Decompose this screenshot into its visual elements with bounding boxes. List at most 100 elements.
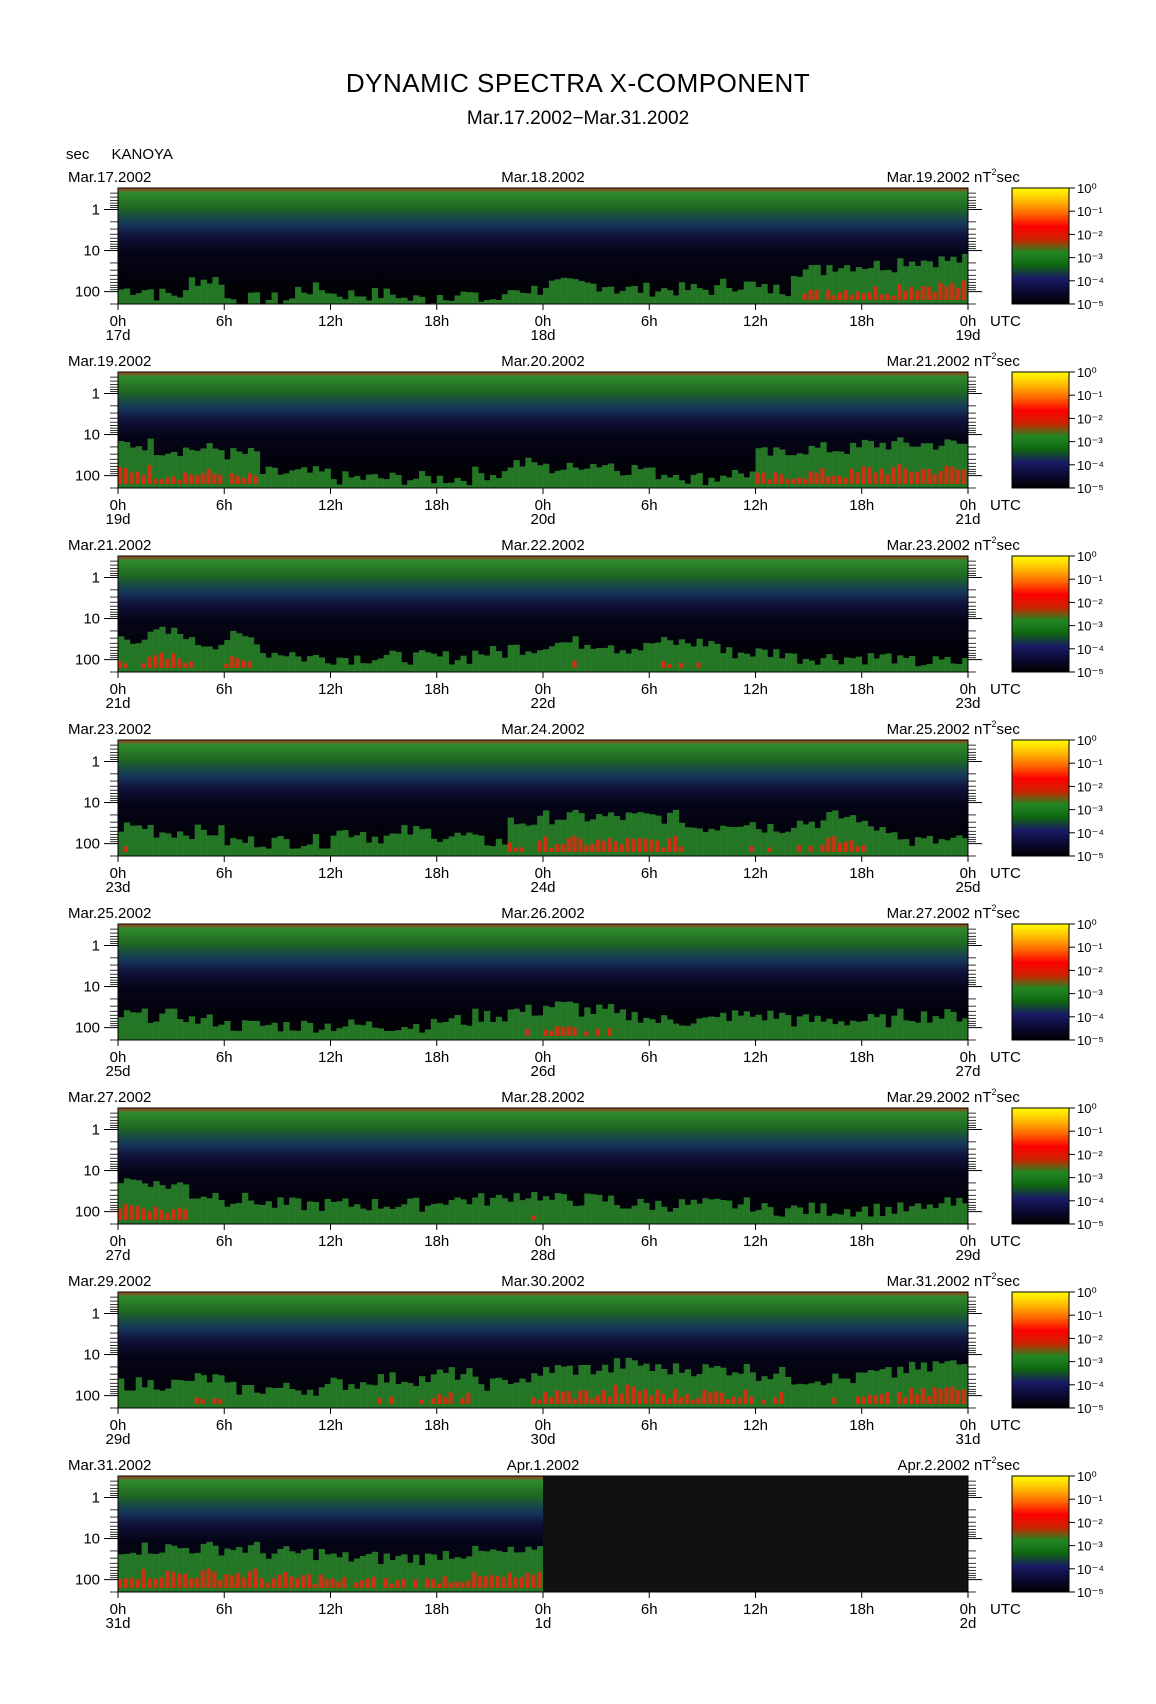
spectrum-burst <box>253 847 261 856</box>
spectrum-burst <box>773 649 780 672</box>
spectrum-burst <box>537 1546 544 1592</box>
spectrum-burst <box>324 663 331 672</box>
spectrum-burst <box>301 1549 308 1592</box>
spectrum-burst <box>578 1365 585 1408</box>
spectrum-burst-strong <box>814 472 819 484</box>
spectrum-burst <box>950 663 957 672</box>
spectrum-burst <box>135 1180 142 1224</box>
spectrum-burst <box>153 1021 160 1040</box>
spectrum-burst <box>879 1014 886 1040</box>
colorbar <box>1011 1291 1070 1409</box>
spectrum-burst <box>684 643 691 672</box>
panel-right-date: Apr.2.2002 <box>897 1457 970 1474</box>
spectrum-burst <box>584 821 591 856</box>
spectrum-burst <box>885 653 892 672</box>
spectrum-burst <box>690 827 697 856</box>
spectrum-burst-strong <box>578 838 583 852</box>
spectrum-burst <box>129 1390 137 1408</box>
spectrum-burst <box>436 1369 444 1408</box>
x-tick-label: 6h <box>641 865 658 882</box>
spectrum-burst <box>430 838 438 856</box>
spectrum-burst <box>306 1389 314 1408</box>
spectrum-burst <box>643 1202 650 1224</box>
spectrum-burst <box>283 300 290 304</box>
spectrum-burst <box>537 1200 544 1224</box>
spectrum-burst-strong <box>259 1578 264 1588</box>
spectrum-burst <box>838 451 845 488</box>
colorbar-unit: nT2sec <box>974 1455 1020 1474</box>
spectrum-burst <box>590 463 597 488</box>
colorbar-label: 10⁻⁵ <box>1077 1401 1104 1416</box>
spectrum-burst <box>590 819 597 856</box>
spectrum-burst <box>283 839 290 856</box>
spectrum-burst <box>147 1186 154 1224</box>
spectrum-burst-strong <box>395 1580 400 1588</box>
spectrum-burst <box>253 1204 261 1224</box>
spectrum-burst <box>543 649 550 672</box>
spectrum-burst <box>519 1552 526 1592</box>
spectrum-burst-strong <box>454 1581 459 1588</box>
spectrum-burst-strong <box>283 1572 288 1588</box>
spectrum-burst <box>118 1554 125 1592</box>
spectrum-burst <box>283 473 290 488</box>
day-label: 23d <box>955 695 980 712</box>
spectrum-burst-strong <box>135 1579 140 1588</box>
spectrum-burst <box>749 1372 756 1408</box>
spectrum-burst-strong <box>531 1215 536 1220</box>
spectrum-burst <box>873 1017 880 1040</box>
spectrum-burst-strong <box>177 658 182 668</box>
chart-title: DYNAMIC SPECTRA X-COMPONENT <box>345 68 811 98</box>
spectrum-burst <box>684 1204 691 1224</box>
x-unit-label: UTC <box>990 313 1021 330</box>
spectrum-burst <box>129 1012 137 1040</box>
spectrum-burst-strong <box>135 471 140 484</box>
spectrum-burst <box>578 1205 585 1224</box>
spectrum-burst <box>737 473 745 488</box>
spectrum-burst <box>242 636 249 672</box>
spectrum-burst <box>897 655 904 672</box>
spectrum-burst <box>672 295 680 304</box>
spectrum-burst <box>330 664 337 672</box>
spectrum-burst <box>554 470 562 488</box>
spectrum-burst <box>271 652 278 672</box>
colorbar-label: 10⁻¹ <box>1077 756 1103 771</box>
spectrum-burst <box>194 1198 201 1224</box>
spectrum-burst <box>247 1545 255 1592</box>
y-tick-label: 100 <box>75 284 100 301</box>
spectrum-burst <box>531 285 538 304</box>
spectrum-burst-strong <box>188 474 193 484</box>
spectrum-burst-strong <box>230 1575 235 1588</box>
spectrum-burst-strong <box>897 464 902 484</box>
spectrum-burst <box>436 295 444 304</box>
spectrum-burst <box>767 656 774 672</box>
spectrum-burst <box>944 1361 951 1408</box>
spectrum-burst <box>826 452 833 488</box>
spectrum-burst <box>419 296 426 304</box>
spectrum-burst <box>525 1382 532 1408</box>
spectrum-burst <box>478 835 485 856</box>
spectrum-burst-strong <box>236 658 241 668</box>
spectrum-burst <box>879 270 886 304</box>
spectrum-burst-strong <box>271 1578 276 1588</box>
spectrum-burst <box>767 824 774 856</box>
colorbar-unit: nT2sec <box>974 719 1020 738</box>
spectrum-burst <box>962 658 969 672</box>
spectrum-burst-strong <box>684 1394 689 1404</box>
spectrum-burst <box>808 1383 815 1408</box>
spectrum-burst <box>194 285 201 304</box>
spectrum-burst <box>200 1018 207 1040</box>
spectrum-burst <box>177 633 184 672</box>
spectrum-burst-strong <box>584 1031 589 1036</box>
x-unit-label: UTC <box>990 497 1021 514</box>
spectrum-burst <box>188 1553 196 1592</box>
spectrum-burst <box>466 485 473 488</box>
spectrum-burst <box>165 1008 172 1040</box>
spectrum-burst-strong <box>118 1208 123 1220</box>
colorbar-label: 10⁻³ <box>1077 1539 1103 1554</box>
spectrum-burst <box>472 834 479 856</box>
x-tick-label: 12h <box>743 497 768 514</box>
spectrum-burst-strong <box>525 1572 530 1588</box>
y-tick-label: 1 <box>92 937 100 954</box>
spectrum-burst <box>448 1558 455 1592</box>
spectrum-burst <box>802 1014 809 1040</box>
